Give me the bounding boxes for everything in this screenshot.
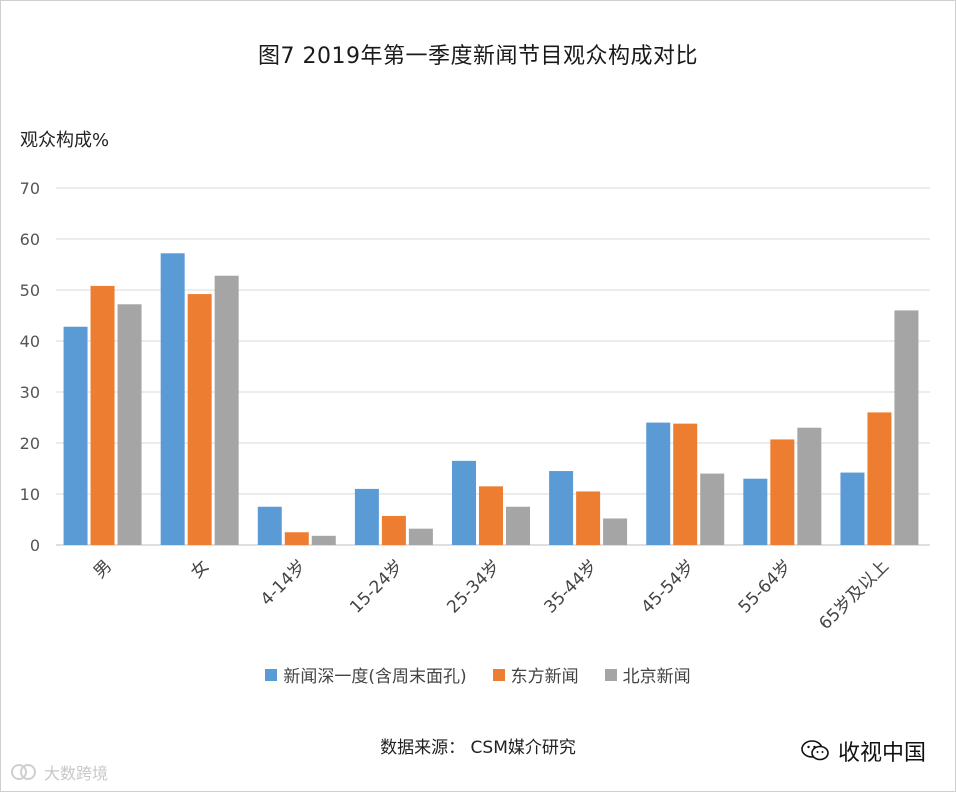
bar [867, 412, 892, 545]
legend-swatch-series-2 [492, 668, 505, 681]
x-tick-label: 25-34岁 [443, 556, 504, 617]
bar [700, 473, 725, 545]
bar [257, 506, 282, 545]
watermark-logo-icon [11, 764, 36, 780]
bar [479, 486, 503, 545]
data-source: 数据来源： CSM媒介研究 [380, 738, 576, 758]
bar [63, 326, 88, 545]
bar [90, 285, 115, 545]
x-tick-label: 45-54岁 [638, 556, 699, 617]
bar [576, 491, 601, 545]
legend-label-series-2: 东方新闻 [510, 667, 579, 687]
x-tick-label: 35-44岁 [541, 556, 602, 617]
wechat-account: 收视中国 [800, 735, 926, 767]
bar [770, 439, 795, 545]
bar [117, 304, 142, 545]
bar [214, 275, 239, 545]
legend-item-series-3: 北京新闻 [604, 662, 691, 687]
legend-item-series-1: 新闻深一度(含周末面孔) [265, 662, 467, 687]
x-tick-label: 55-64岁 [735, 556, 796, 617]
y-axis-label: 观众构成% [20, 130, 110, 151]
chart-title: 图7 2019年第一季度新闻节目观众构成对比 [258, 44, 698, 69]
wechat-account-name: 收视中国 [837, 741, 926, 766]
x-tick-label: 女 [187, 556, 213, 582]
y-tick-label: 10 [20, 485, 40, 504]
wechat-icon [801, 740, 829, 761]
bar [160, 253, 185, 545]
y-tick-label: 20 [20, 434, 40, 453]
bar [840, 472, 865, 545]
bar [506, 506, 530, 545]
bar [408, 528, 433, 545]
bar [797, 427, 822, 545]
x-tick-label: 男 [90, 556, 116, 582]
legend: 新闻深一度(含周末面孔) 东方新闻 北京新闻 [0, 662, 956, 687]
bar [354, 488, 379, 545]
y-tick-label: 50 [20, 281, 40, 300]
x-tick-label: 4-14岁 [257, 556, 310, 609]
legend-swatch-series-3 [604, 668, 617, 681]
bar [646, 422, 671, 545]
bar [452, 460, 476, 545]
watermark: 大数跨境 [10, 760, 108, 784]
bar [743, 478, 768, 545]
y-tick-label: 60 [20, 230, 40, 249]
watermark-text: 大数跨境 [44, 764, 109, 783]
legend-swatch-series-1 [265, 668, 278, 681]
bar [311, 535, 336, 545]
x-tick-label: 65岁及以上 [815, 556, 893, 634]
y-tick-label: 0 [30, 536, 40, 555]
y-tick-label: 40 [20, 332, 40, 351]
bar [284, 532, 309, 545]
bar [381, 515, 406, 545]
bar [894, 310, 919, 545]
bar [549, 471, 574, 545]
legend-item-series-2: 东方新闻 [492, 662, 579, 687]
legend-label-series-1: 新闻深一度(含周末面孔) [283, 667, 467, 687]
x-tick-label: 15-24岁 [346, 556, 407, 617]
y-tick-label: 70 [20, 179, 40, 198]
bar [187, 294, 212, 545]
bar [673, 423, 698, 545]
bar [603, 518, 628, 545]
legend-label-series-3: 北京新闻 [622, 667, 691, 687]
y-tick-label: 30 [20, 383, 40, 402]
